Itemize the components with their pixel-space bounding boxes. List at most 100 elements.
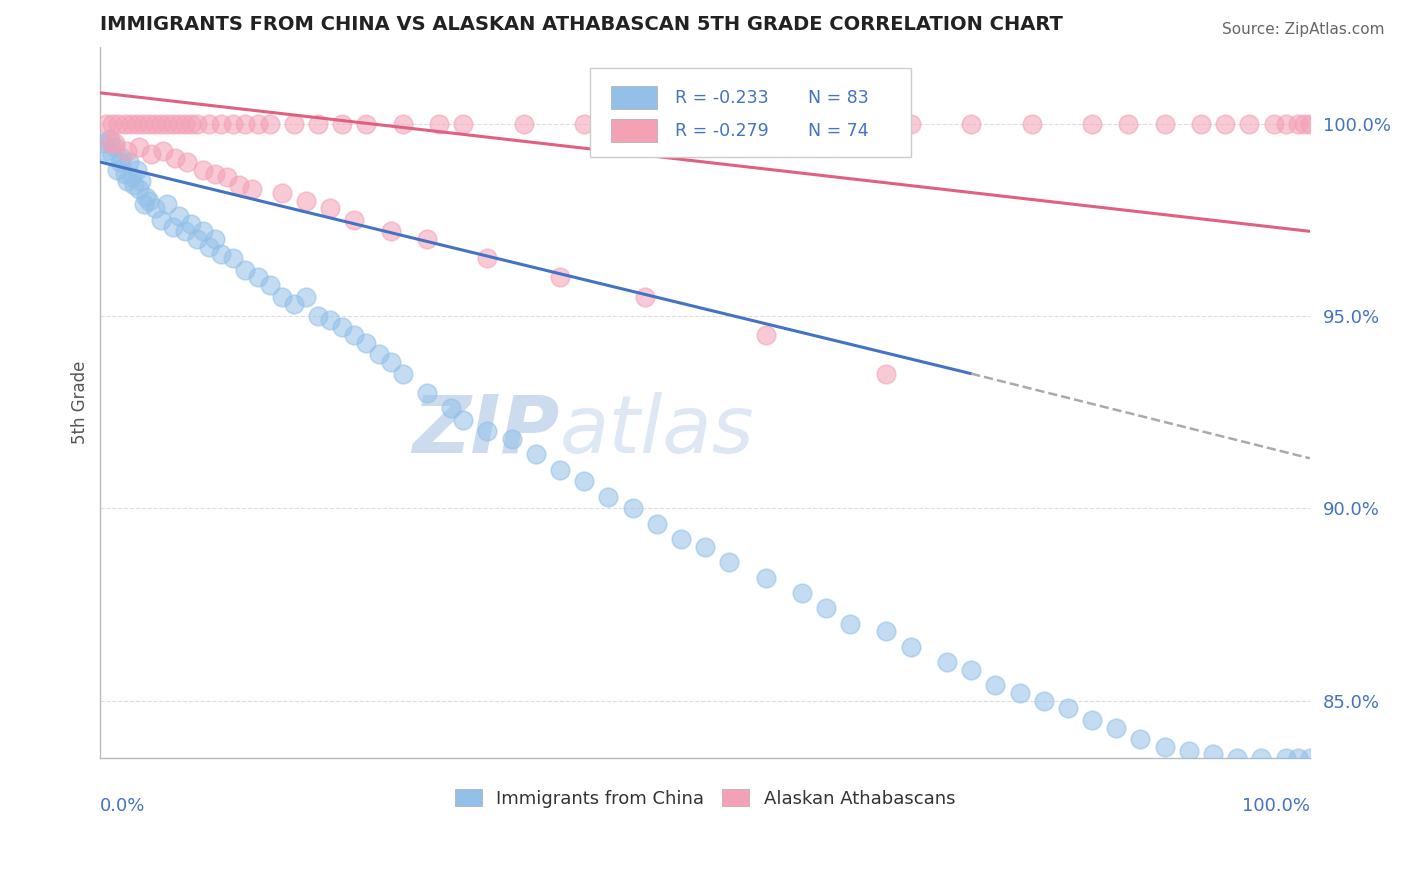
- Point: [548, 463, 571, 477]
- Point: [222, 117, 245, 131]
- Point: [191, 162, 214, 177]
- Point: [1153, 739, 1175, 754]
- Text: N = 74: N = 74: [808, 121, 869, 139]
- Point: [633, 290, 655, 304]
- Point: [1105, 721, 1128, 735]
- Point: [128, 139, 150, 153]
- Point: [209, 117, 232, 131]
- Point: [121, 170, 143, 185]
- Point: [960, 663, 983, 677]
- Point: [1081, 117, 1104, 131]
- Point: [1250, 751, 1272, 765]
- Point: [1274, 751, 1296, 765]
- Point: [754, 328, 776, 343]
- Point: [156, 117, 179, 131]
- Point: [839, 616, 862, 631]
- Point: [115, 174, 138, 188]
- Point: [152, 144, 174, 158]
- Point: [356, 117, 378, 131]
- Text: 100.0%: 100.0%: [1241, 797, 1310, 815]
- Point: [693, 540, 716, 554]
- Point: [135, 190, 157, 204]
- Point: [98, 136, 121, 150]
- Point: [645, 516, 668, 531]
- Text: Source: ZipAtlas.com: Source: ZipAtlas.com: [1222, 22, 1385, 37]
- Point: [141, 147, 163, 161]
- Point: [451, 413, 474, 427]
- Point: [93, 136, 115, 150]
- Point: [131, 174, 153, 188]
- Point: [1178, 744, 1201, 758]
- Point: [621, 501, 644, 516]
- Point: [427, 117, 450, 131]
- Point: [416, 232, 439, 246]
- Point: [1021, 117, 1043, 131]
- Point: [165, 151, 187, 165]
- Point: [283, 297, 305, 311]
- Point: [186, 117, 208, 131]
- Point: [307, 309, 329, 323]
- Point: [1057, 701, 1080, 715]
- Point: [572, 475, 595, 489]
- Point: [107, 117, 129, 131]
- Point: [876, 367, 898, 381]
- Point: [149, 212, 172, 227]
- Point: [779, 117, 801, 131]
- Point: [319, 313, 342, 327]
- Point: [416, 385, 439, 400]
- Point: [1032, 693, 1054, 707]
- Point: [104, 139, 127, 153]
- Point: [259, 117, 281, 131]
- Point: [176, 155, 198, 169]
- FancyBboxPatch shape: [591, 68, 911, 157]
- Point: [1226, 751, 1249, 765]
- Point: [222, 252, 245, 266]
- Point: [128, 182, 150, 196]
- Point: [790, 586, 813, 600]
- Text: ZIP: ZIP: [412, 392, 560, 470]
- Point: [548, 270, 571, 285]
- Point: [138, 117, 160, 131]
- Point: [120, 117, 142, 131]
- Point: [391, 367, 413, 381]
- Point: [283, 117, 305, 131]
- Point: [1286, 751, 1309, 765]
- Point: [598, 490, 620, 504]
- Point: [235, 262, 257, 277]
- Point: [98, 132, 121, 146]
- Point: [246, 270, 269, 285]
- Point: [960, 117, 983, 131]
- Text: atlas: atlas: [560, 392, 755, 470]
- Point: [477, 425, 499, 439]
- Point: [900, 117, 922, 131]
- Point: [270, 290, 292, 304]
- Point: [217, 170, 239, 185]
- Point: [1118, 117, 1140, 131]
- Point: [1286, 117, 1309, 131]
- Point: [1153, 117, 1175, 131]
- Point: [1202, 747, 1225, 762]
- Point: [204, 167, 226, 181]
- Point: [180, 117, 202, 131]
- Point: [524, 447, 547, 461]
- Point: [295, 290, 318, 304]
- Point: [162, 117, 184, 131]
- Point: [198, 117, 221, 131]
- Point: [512, 117, 534, 131]
- Point: [167, 117, 190, 131]
- Point: [143, 201, 166, 215]
- Point: [240, 182, 263, 196]
- Point: [391, 117, 413, 131]
- Point: [125, 162, 148, 177]
- Point: [149, 117, 172, 131]
- Point: [367, 347, 389, 361]
- Point: [1189, 117, 1212, 131]
- Point: [380, 224, 402, 238]
- Text: N = 83: N = 83: [808, 89, 869, 107]
- Point: [900, 640, 922, 654]
- Point: [718, 555, 741, 569]
- Point: [125, 117, 148, 131]
- Y-axis label: 5th Grade: 5th Grade: [72, 361, 89, 444]
- Text: R = -0.279: R = -0.279: [675, 121, 769, 139]
- Point: [1008, 686, 1031, 700]
